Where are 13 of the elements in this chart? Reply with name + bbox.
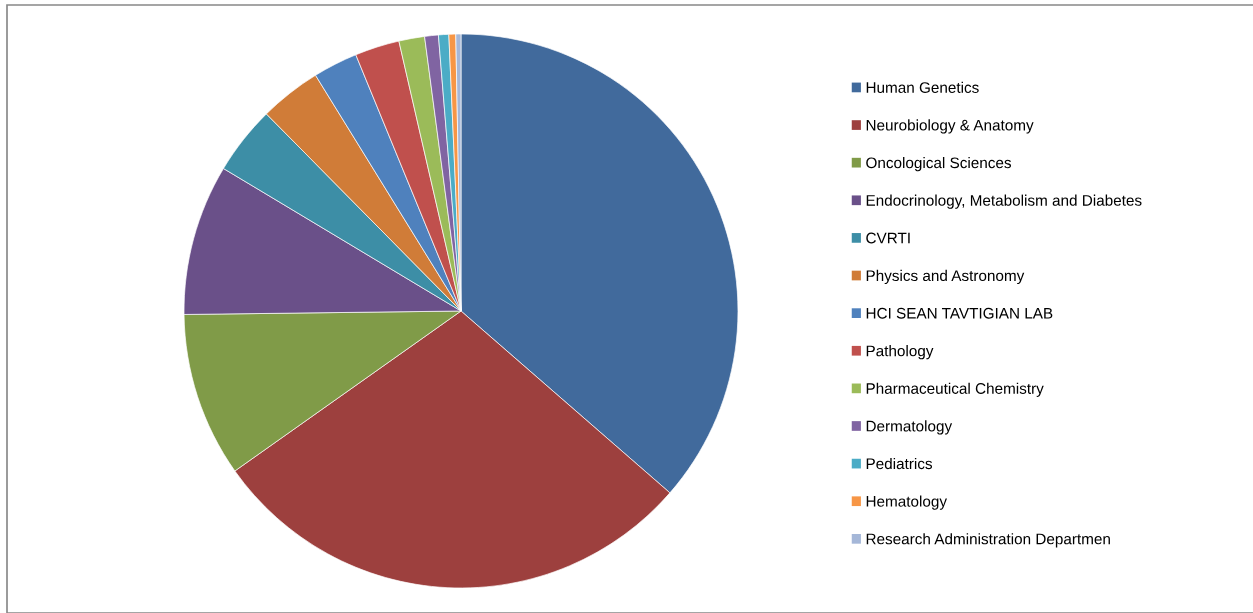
- legend-label: Oncological Sciences: [866, 156, 1012, 172]
- legend-label: Pathology: [866, 345, 934, 360]
- legend-label: Dermatology: [866, 420, 953, 435]
- legend-label: Neurobiology & Anatomy: [866, 119, 1034, 134]
- legend-label: Endocrinology, Metabolism and Diabetes: [866, 194, 1142, 209]
- legend-label: Physics and Astronomy: [866, 269, 1025, 285]
- legend-label: Pharmaceutical Chemistry: [866, 382, 1044, 397]
- legend-label: Human Genetics: [866, 81, 979, 93]
- legend-label: CVRTI: [866, 232, 910, 244]
- legend-label: Research Administration Departmen: [866, 533, 1110, 548]
- legend-label: Pediatrics: [866, 457, 933, 470]
- legend-label: Hematology: [866, 495, 947, 510]
- legend-label: HCI SEAN TAVTIGIAN LAB: [866, 307, 1053, 319]
